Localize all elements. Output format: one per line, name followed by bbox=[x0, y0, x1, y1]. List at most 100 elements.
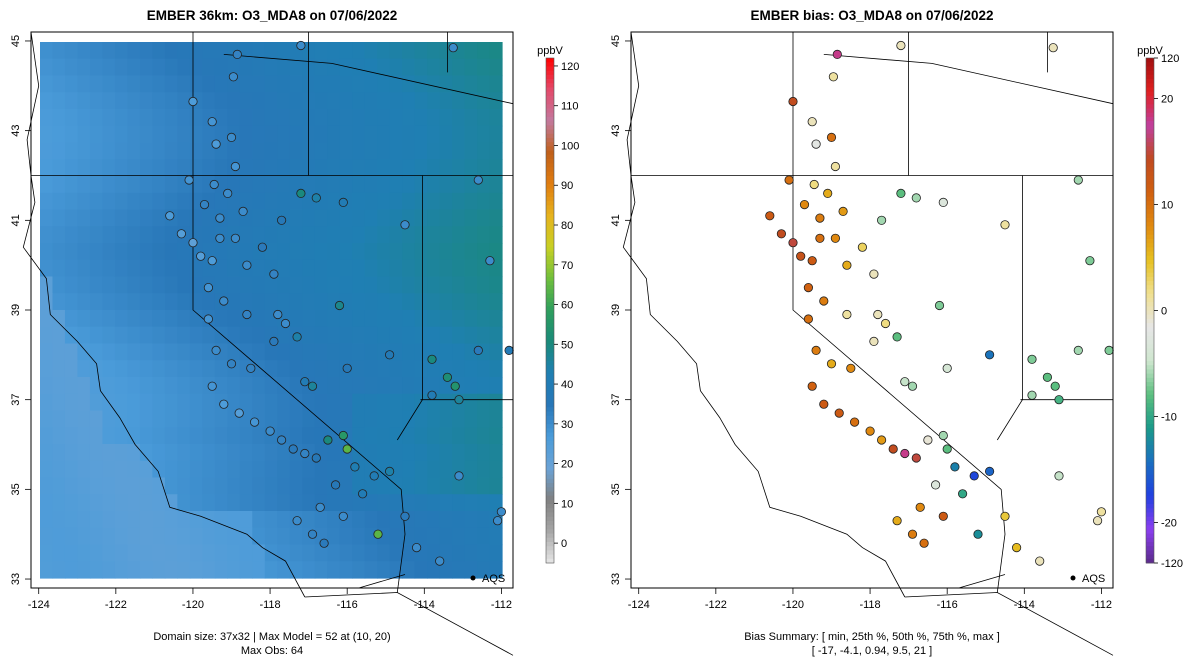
colorbar-band bbox=[1146, 264, 1154, 269]
model-grid-cell bbox=[277, 293, 291, 311]
model-grid-cell bbox=[89, 377, 104, 395]
model-grid-cell bbox=[314, 209, 328, 227]
model-grid-cell bbox=[152, 310, 166, 328]
model-grid-cell bbox=[152, 377, 166, 395]
model-grid-cell bbox=[377, 75, 391, 93]
model-grid-cell bbox=[427, 527, 441, 546]
model-grid-cell bbox=[252, 142, 266, 160]
model-grid-cell bbox=[202, 494, 216, 512]
model-grid-cell bbox=[40, 460, 54, 479]
colorbar-band bbox=[1146, 180, 1154, 185]
model-grid-cell bbox=[414, 42, 428, 60]
model-grid-cell bbox=[477, 511, 491, 529]
colorbar-band bbox=[1146, 457, 1154, 463]
model-grid-cell bbox=[214, 42, 228, 60]
model-grid-cell bbox=[427, 75, 441, 93]
model-grid-cell bbox=[377, 310, 391, 328]
x-tick-label: -124 bbox=[628, 599, 650, 611]
model-grid-cell bbox=[352, 142, 366, 160]
model-grid-cell bbox=[52, 192, 66, 211]
model-grid-cell bbox=[40, 326, 54, 345]
model-grid-cell bbox=[377, 410, 391, 428]
model-grid-cell bbox=[189, 42, 203, 60]
model-grid-cell bbox=[189, 377, 203, 395]
model-grid-cell bbox=[364, 259, 378, 278]
model-grid-cell bbox=[439, 393, 453, 412]
model-grid-cell bbox=[302, 243, 316, 261]
colorbar-tick-label: -20 bbox=[1161, 518, 1177, 530]
model-grid-cell bbox=[127, 58, 141, 77]
model-grid-cell bbox=[252, 276, 266, 294]
bias-site-marker bbox=[869, 269, 879, 279]
model-grid-cell bbox=[127, 125, 141, 144]
model-grid-cell bbox=[114, 142, 129, 160]
model-grid-cell bbox=[164, 159, 178, 177]
model-grid-cell bbox=[127, 427, 141, 445]
model-grid-cell bbox=[364, 410, 378, 428]
model-grid-cell bbox=[427, 410, 441, 428]
model-grid-cell bbox=[439, 511, 453, 529]
model-grid-cell bbox=[52, 259, 66, 278]
model-grid-cell bbox=[52, 477, 66, 495]
colorbar-band bbox=[1146, 352, 1154, 358]
model-grid-cell bbox=[40, 125, 54, 144]
model-grid-cell bbox=[389, 293, 403, 311]
model-grid-cell bbox=[89, 460, 104, 479]
colorbar-band bbox=[1146, 205, 1154, 210]
model-grid-cell bbox=[427, 427, 441, 445]
model-grid-cell bbox=[427, 310, 441, 328]
model-grid-cell bbox=[427, 58, 441, 77]
colorbar-band bbox=[546, 361, 554, 366]
model-grid-cell bbox=[439, 410, 453, 428]
model-grid-cell bbox=[114, 176, 129, 194]
model-grid-cell bbox=[352, 259, 366, 278]
model-grid-cell bbox=[427, 561, 441, 579]
model-grid-cell bbox=[414, 444, 428, 462]
obs-site-marker bbox=[485, 256, 495, 266]
model-grid-cell bbox=[252, 494, 266, 512]
model-grid-cell bbox=[277, 276, 291, 294]
obs-site-marker bbox=[292, 332, 302, 342]
colorbar-band bbox=[1146, 356, 1154, 362]
colorbar-band bbox=[546, 217, 554, 223]
colorbar-band bbox=[546, 445, 554, 450]
model-grid-cell bbox=[64, 410, 79, 428]
model-grid-cell bbox=[389, 393, 403, 412]
model-grid-cell bbox=[227, 243, 241, 261]
model-grid-cell bbox=[264, 360, 278, 378]
bias-site-marker bbox=[819, 399, 829, 409]
bias-site-marker bbox=[938, 430, 948, 441]
model-grid-cell bbox=[114, 226, 129, 244]
model-grid-cell bbox=[77, 109, 91, 127]
model-grid-cell bbox=[389, 444, 403, 462]
model-grid-cell bbox=[402, 243, 416, 261]
model-grid-cell bbox=[202, 410, 216, 428]
bias-site-marker bbox=[1073, 175, 1083, 185]
model-grid-cell bbox=[402, 494, 416, 512]
model-grid-cell bbox=[464, 243, 478, 261]
model-grid-cell bbox=[127, 293, 141, 311]
colorbar-band bbox=[546, 133, 554, 139]
model-grid-cell bbox=[139, 527, 153, 546]
colorbar-band bbox=[546, 415, 554, 421]
model-grid-cell bbox=[177, 125, 191, 144]
model-grid-cell bbox=[189, 511, 203, 529]
model-grid-cell bbox=[464, 494, 478, 512]
model-grid-cell bbox=[164, 259, 178, 278]
obs-site-marker bbox=[338, 511, 348, 521]
model-grid-cell bbox=[89, 561, 104, 579]
model-grid-cell bbox=[489, 293, 503, 311]
model-grid-cell bbox=[114, 527, 129, 546]
model-grid-cell bbox=[364, 75, 378, 93]
bias-site-marker bbox=[876, 215, 887, 225]
model-grid-cell bbox=[202, 176, 216, 194]
colorbar-band bbox=[546, 516, 554, 522]
model-grid-cell bbox=[439, 326, 453, 345]
bias-site-marker bbox=[788, 96, 798, 107]
colorbar-band bbox=[546, 373, 554, 379]
model-grid-cell bbox=[52, 527, 66, 546]
model-grid-cell bbox=[127, 276, 141, 294]
colorbar-band bbox=[1146, 487, 1154, 492]
model-grid-cell bbox=[89, 75, 104, 93]
